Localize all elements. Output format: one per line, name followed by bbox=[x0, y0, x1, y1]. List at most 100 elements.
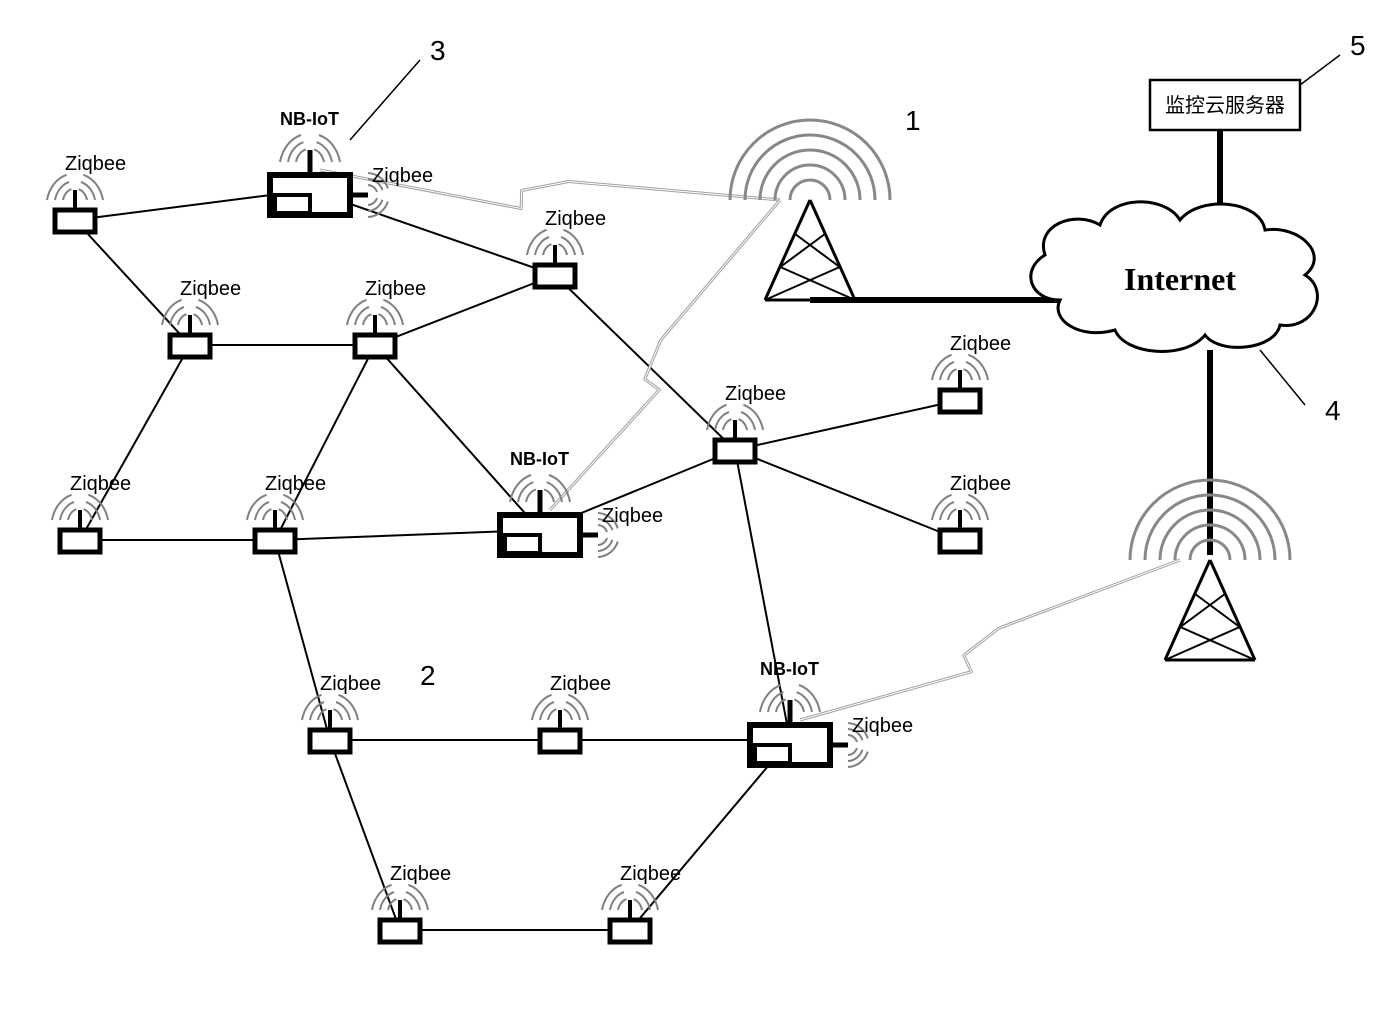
radio-wave-icon bbox=[178, 314, 186, 325]
radio-wave-icon bbox=[848, 748, 857, 755]
zigbee-node: Ziqbee bbox=[347, 278, 426, 357]
radio-wave-icon bbox=[404, 899, 412, 910]
device-box bbox=[535, 265, 575, 287]
device-box bbox=[170, 335, 210, 357]
mesh-edge bbox=[375, 345, 540, 530]
zigbee-label: Ziqbee bbox=[620, 863, 681, 885]
zigbee-label: Ziqbee bbox=[265, 473, 326, 495]
radio-wave-icon bbox=[598, 538, 607, 545]
radio-wave-icon bbox=[194, 314, 202, 325]
zigbee-node: Ziqbee bbox=[47, 153, 126, 232]
signal-link-highlight bbox=[800, 560, 1180, 720]
zigbee-node: Ziqbee bbox=[247, 473, 326, 552]
radio-wave-icon bbox=[964, 369, 972, 380]
zigbee-label: Ziqbee bbox=[602, 505, 663, 527]
pointer-line bbox=[1300, 55, 1340, 85]
radio-wave-icon bbox=[263, 509, 271, 520]
device-box bbox=[715, 440, 755, 462]
device-box bbox=[540, 730, 580, 752]
radio-wave-icon bbox=[544, 489, 554, 502]
device-box bbox=[60, 530, 100, 552]
mesh-edge bbox=[330, 740, 400, 930]
mesh-edge bbox=[735, 450, 790, 740]
radio-wave-icon bbox=[296, 149, 306, 162]
radio-wave-icon bbox=[279, 509, 287, 520]
radio-wave-icon bbox=[314, 149, 324, 162]
device-box bbox=[55, 210, 95, 232]
radio-wave-icon bbox=[368, 198, 377, 205]
radio-wave-icon bbox=[543, 244, 551, 255]
zigbee-label: Ziqbee bbox=[320, 673, 381, 695]
zigbee-node: Ziqbee bbox=[707, 383, 786, 462]
radio-wave-icon bbox=[334, 709, 342, 720]
radio-wave-icon bbox=[723, 419, 731, 430]
device-box bbox=[940, 530, 980, 552]
gateway-node: NB-IoTZiqbee bbox=[270, 109, 433, 217]
pointer-line bbox=[1260, 350, 1305, 405]
gateway-inner-box bbox=[755, 745, 790, 763]
radio-wave-icon bbox=[948, 369, 956, 380]
zigbee-label: Ziqbee bbox=[65, 153, 126, 175]
zigbee-label: Ziqbee bbox=[725, 383, 786, 405]
zigbee-label: Ziqbee bbox=[365, 278, 426, 300]
device-box bbox=[940, 390, 980, 412]
tower-frame bbox=[765, 200, 855, 300]
gateway-node: NB-IoT Ziqbee bbox=[500, 449, 663, 557]
radio-wave-icon bbox=[618, 899, 626, 910]
mesh-edge bbox=[735, 400, 960, 450]
zigbee-label: Ziqbee bbox=[950, 333, 1011, 355]
signal-link bbox=[800, 560, 1180, 720]
reference-number: 2 bbox=[420, 660, 436, 691]
radio-wave-icon bbox=[84, 509, 92, 520]
device-box bbox=[255, 530, 295, 552]
gateway-inner-box bbox=[505, 535, 540, 553]
device-box bbox=[310, 730, 350, 752]
zigbee-label: Ziqbee bbox=[372, 165, 433, 187]
mesh-edge bbox=[630, 740, 790, 930]
radio-wave-icon bbox=[564, 709, 572, 720]
radio-wave-icon bbox=[526, 489, 536, 502]
zigbee-node: Ziqbee bbox=[932, 473, 1011, 552]
radio-wave-icon bbox=[948, 509, 956, 520]
radio-wave-icon bbox=[739, 419, 747, 430]
zigbee-label: Ziqbee bbox=[852, 715, 913, 737]
tower-wave-icon bbox=[775, 165, 845, 200]
tower-wave-icon bbox=[745, 135, 875, 200]
tower-wave-icon bbox=[790, 180, 830, 200]
device-box bbox=[610, 920, 650, 942]
radio-wave-icon bbox=[559, 244, 567, 255]
nbiot-label: NB-IoT bbox=[510, 449, 569, 469]
mesh-edge bbox=[275, 540, 330, 740]
zigbee-label: Ziqbee bbox=[180, 278, 241, 300]
zigbee-label: Ziqbee bbox=[550, 673, 611, 695]
reference-number: 1 bbox=[905, 105, 921, 136]
radio-wave-icon bbox=[363, 314, 371, 325]
tower-wave-icon bbox=[730, 120, 890, 200]
radio-wave-icon bbox=[964, 509, 972, 520]
zigbee-label: Ziqbee bbox=[390, 863, 451, 885]
zigbee-label: Ziqbee bbox=[70, 473, 131, 495]
reference-number: 3 bbox=[430, 35, 446, 66]
radio-wave-icon bbox=[794, 699, 804, 712]
device-box bbox=[355, 335, 395, 357]
cloud-server-box: 监控云服务器 bbox=[1150, 80, 1300, 130]
nbiot-label: NB-IoT bbox=[760, 659, 819, 679]
mesh-edge bbox=[275, 345, 375, 540]
internet-cloud: Internet bbox=[1031, 202, 1318, 352]
tower-frame bbox=[1165, 560, 1255, 660]
radio-wave-icon bbox=[634, 899, 642, 910]
gateway-inner-box bbox=[275, 195, 310, 213]
zigbee-node: Ziqbee bbox=[932, 333, 1011, 412]
internet-label: Internet bbox=[1124, 261, 1236, 297]
radio-wave-icon bbox=[379, 314, 387, 325]
cell-tower-icon bbox=[730, 120, 890, 300]
gateway-node: NB-IoT Ziqbee bbox=[750, 659, 913, 767]
radio-wave-icon bbox=[68, 509, 76, 520]
radio-wave-icon bbox=[63, 189, 71, 200]
mesh-edge bbox=[75, 220, 190, 345]
zigbee-label: Ziqbee bbox=[545, 208, 606, 230]
pointer-line bbox=[350, 60, 420, 140]
zigbee-node: Ziqbee bbox=[602, 863, 681, 942]
cloud-server-label: 监控云服务器 bbox=[1165, 94, 1285, 117]
mesh-edge bbox=[735, 450, 960, 540]
